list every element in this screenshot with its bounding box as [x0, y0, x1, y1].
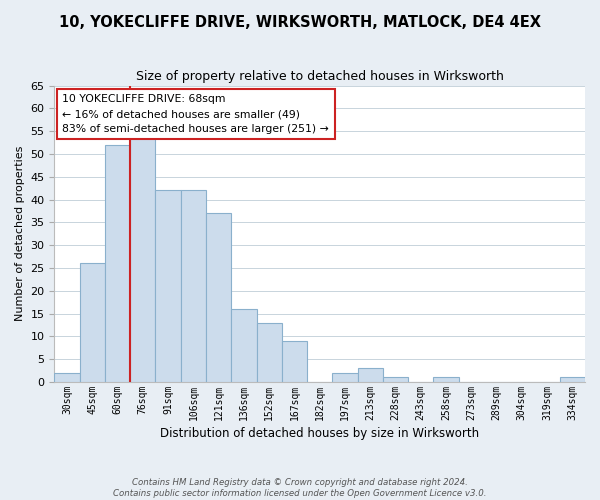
- Bar: [80, 264, 105, 382]
- Text: 10, YOKECLIFFE DRIVE, WIRKSWORTH, MATLOCK, DE4 4EX: 10, YOKECLIFFE DRIVE, WIRKSWORTH, MATLOC…: [59, 15, 541, 30]
- Bar: [332, 373, 358, 382]
- Bar: [358, 368, 383, 382]
- Bar: [383, 378, 408, 382]
- Bar: [155, 190, 181, 382]
- Text: Contains HM Land Registry data © Crown copyright and database right 2024.
Contai: Contains HM Land Registry data © Crown c…: [113, 478, 487, 498]
- Text: 10 YOKECLIFFE DRIVE: 68sqm
← 16% of detached houses are smaller (49)
83% of semi: 10 YOKECLIFFE DRIVE: 68sqm ← 16% of deta…: [62, 94, 329, 134]
- Bar: [257, 322, 282, 382]
- Bar: [105, 145, 130, 382]
- Title: Size of property relative to detached houses in Wirksworth: Size of property relative to detached ho…: [136, 70, 503, 83]
- Bar: [433, 378, 458, 382]
- Bar: [130, 136, 155, 382]
- Bar: [560, 378, 585, 382]
- Y-axis label: Number of detached properties: Number of detached properties: [15, 146, 25, 322]
- Bar: [231, 309, 257, 382]
- Bar: [181, 190, 206, 382]
- Bar: [206, 214, 231, 382]
- Bar: [55, 373, 80, 382]
- Bar: [282, 341, 307, 382]
- X-axis label: Distribution of detached houses by size in Wirksworth: Distribution of detached houses by size …: [160, 427, 479, 440]
